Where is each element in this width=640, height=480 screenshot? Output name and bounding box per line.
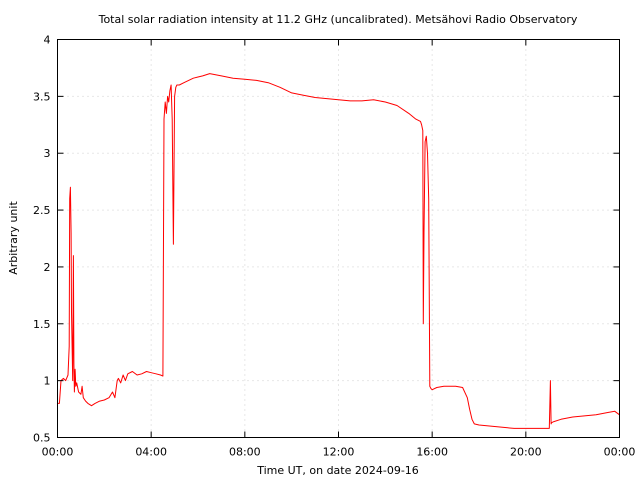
chart-title: Total solar radiation intensity at 11.2 … [98, 13, 578, 26]
x-tick-label: 00:00 [42, 446, 74, 459]
x-tick-label: 08:00 [229, 446, 261, 459]
y-tick-label: 3 [44, 147, 51, 160]
y-tick-label: 2.5 [33, 204, 51, 217]
x-tick-label: 20:00 [510, 446, 542, 459]
x-axis: 00:00 04:00 08:00 12:00 16:00 20:00 00:00 [42, 39, 636, 459]
grid [57, 39, 620, 438]
y-axis: 0.5 1 1.5 2 2.5 3 3.5 4 [33, 34, 620, 445]
y-tick-label: 3.5 [33, 90, 51, 103]
x-tick-label: 16:00 [416, 446, 448, 459]
x-tick-label: 12:00 [323, 446, 355, 459]
y-tick-label: 1.5 [33, 318, 51, 331]
x-axis-label: Time UT, on date 2024-09-16 [256, 464, 419, 477]
y-tick-label: 1 [44, 375, 51, 388]
x-tick-label: 00:00 [604, 446, 636, 459]
series-line [57, 73, 620, 429]
plot-frame [57, 39, 620, 438]
y-axis-label: Arbitrary unit [7, 201, 20, 275]
x-tick-label: 04:00 [135, 446, 167, 459]
y-tick-label: 2 [44, 261, 51, 274]
y-tick-label: 0.5 [33, 432, 51, 445]
series-layer [57, 73, 620, 429]
y-tick-label: 4 [44, 34, 51, 47]
